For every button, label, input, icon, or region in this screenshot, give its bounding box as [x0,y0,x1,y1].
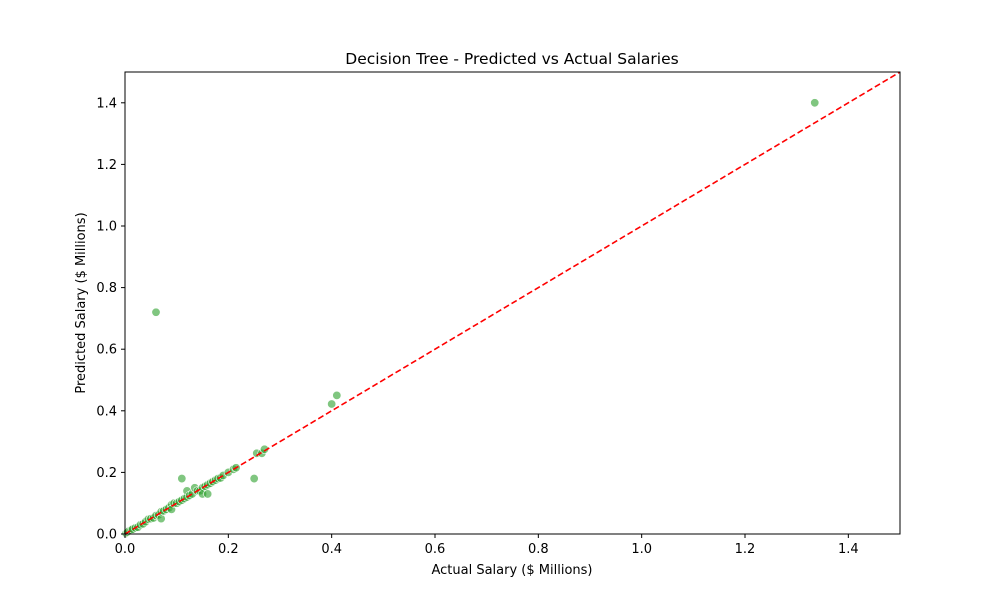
y-tick-label: 0.6 [96,343,117,358]
x-axis-ticks: 0.0 0.2 0.4 0.6 0.8 1.0 1.2 1.4 [115,534,859,557]
y-tick-label: 1.4 [96,96,117,111]
data-point [249,474,259,484]
x-tick-label: 1.4 [838,542,859,557]
axes-frame [124,71,901,535]
reference-line [124,71,901,535]
x-tick-label: 1.2 [735,542,756,557]
x-tick-label: 0.0 [115,542,136,557]
data-point [151,307,161,317]
x-axis-label: Actual Salary ($ Millions) [431,563,592,578]
y-tick-label: 1.2 [96,158,117,173]
data-point [332,390,342,400]
y-axis-ticks: 0.0 0.2 0.4 0.6 0.8 1.0 1.2 1.4 [96,96,125,543]
data-point [203,489,213,499]
data-point [327,399,337,409]
y-tick-label: 0.4 [96,404,117,419]
x-tick-label: 0.2 [218,542,239,557]
data-point [177,474,187,484]
y-axis-label: Predicted Salary ($ Millions) [74,212,89,393]
data-point [259,444,269,454]
y-tick-label: 0.8 [96,281,117,296]
x-tick-label: 1.0 [631,542,652,557]
x-tick-label: 0.8 [528,542,549,557]
data-points [121,98,820,538]
x-tick-label: 0.6 [425,542,446,557]
y-tick-label: 0.2 [96,466,117,481]
x-tick-label: 0.4 [321,542,342,557]
y-tick-label: 0.0 [96,528,117,543]
data-point [810,98,820,108]
chart-title: Decision Tree - Predicted vs Actual Sala… [345,50,678,68]
y-tick-label: 1.0 [96,220,117,235]
